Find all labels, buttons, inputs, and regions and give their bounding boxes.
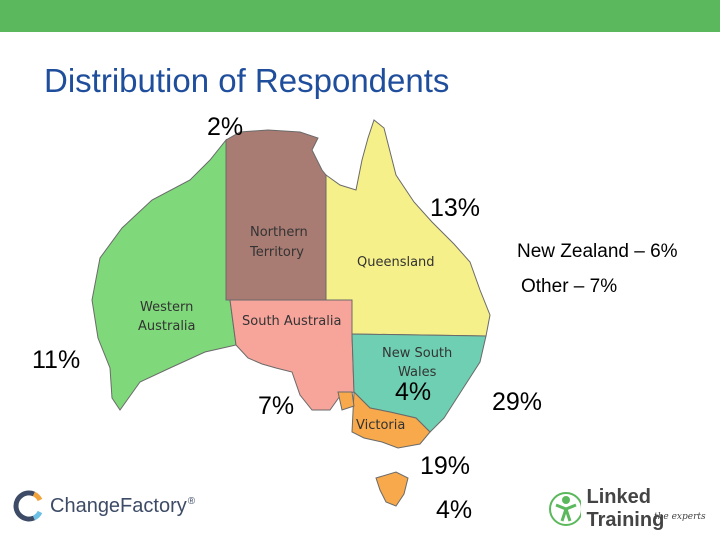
top-bar (0, 0, 720, 32)
pct-victoria: 19% (420, 452, 471, 480)
label-south-australia: South Australia (242, 314, 341, 329)
linked-training-tagline: the experts (654, 512, 706, 522)
pct-south-australia: 7% (258, 392, 295, 420)
pct-western-australia: 11% (32, 346, 81, 374)
region-act (337, 391, 355, 411)
pct-act: 4% (395, 378, 432, 406)
new-zealand-share: New Zealand – 6% (517, 241, 678, 262)
region-south-australia (229, 299, 355, 411)
label-northern-territory-2: Territory (249, 245, 304, 260)
region-western-australia (91, 138, 237, 411)
region-tasmania (375, 471, 409, 507)
change-factory-icon (13, 490, 43, 522)
pct-new-south-wales: 29% (492, 388, 543, 416)
pct-queensland: 13% (430, 194, 481, 222)
linked-training-icon (549, 492, 581, 526)
label-victoria: Victoria (356, 418, 405, 433)
label-western-australia-2: Australia (138, 319, 196, 334)
pct-tasmania: 4% (436, 496, 473, 524)
label-western-australia-1: Western (140, 300, 193, 315)
linked-training-logo: Linked Training the experts (548, 486, 720, 532)
registered-mark: ® (187, 495, 196, 507)
pct-northern-territory: 2% (207, 113, 244, 141)
other-share: Other – 7% (521, 276, 618, 297)
label-northern-territory-1: Northern (250, 225, 308, 240)
label-new-south-wales-2: Wales (398, 365, 437, 380)
label-queensland: Queensland (357, 255, 435, 270)
page-title: Distribution of Respondents (44, 62, 450, 99)
linked-training-text: Linked Training (586, 486, 665, 531)
label-new-south-wales-1: New South (382, 346, 452, 361)
region-victoria (351, 390, 431, 449)
change-factory-text: ChangeFactory (50, 494, 187, 517)
region-northern-territory (225, 129, 327, 301)
change-factory-logo: ChangeFactory ® (12, 486, 195, 526)
